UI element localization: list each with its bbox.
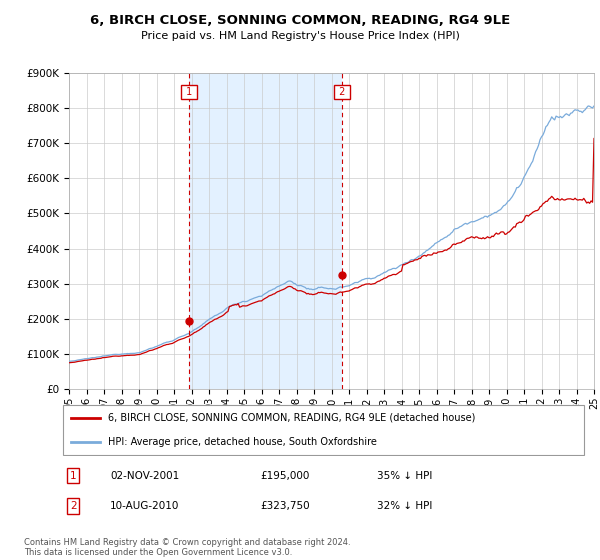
Text: 32% ↓ HPI: 32% ↓ HPI [377, 501, 432, 511]
FancyBboxPatch shape [62, 405, 584, 455]
Text: 1: 1 [70, 471, 77, 481]
Text: Contains HM Land Registry data © Crown copyright and database right 2024.
This d: Contains HM Land Registry data © Crown c… [24, 538, 350, 557]
Text: 6, BIRCH CLOSE, SONNING COMMON, READING, RG4 9LE: 6, BIRCH CLOSE, SONNING COMMON, READING,… [90, 14, 510, 27]
Text: 2: 2 [70, 501, 77, 511]
Text: £323,750: £323,750 [260, 501, 310, 511]
Text: 10-AUG-2010: 10-AUG-2010 [110, 501, 179, 511]
Text: 2: 2 [336, 87, 348, 97]
Text: 1: 1 [182, 87, 195, 97]
Text: Price paid vs. HM Land Registry's House Price Index (HPI): Price paid vs. HM Land Registry's House … [140, 31, 460, 41]
Text: 6, BIRCH CLOSE, SONNING COMMON, READING, RG4 9LE (detached house): 6, BIRCH CLOSE, SONNING COMMON, READING,… [107, 413, 475, 423]
Text: £195,000: £195,000 [260, 471, 310, 481]
Text: 35% ↓ HPI: 35% ↓ HPI [377, 471, 432, 481]
Text: HPI: Average price, detached house, South Oxfordshire: HPI: Average price, detached house, Sout… [107, 437, 376, 447]
Text: 02-NOV-2001: 02-NOV-2001 [110, 471, 179, 481]
Bar [188, 73, 342, 389]
